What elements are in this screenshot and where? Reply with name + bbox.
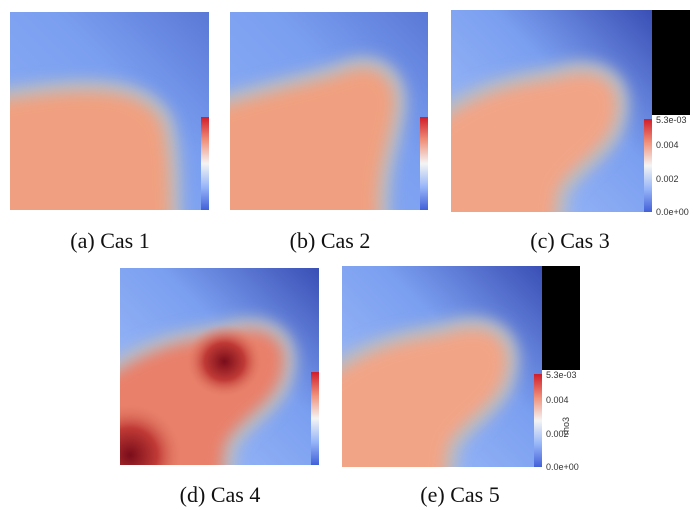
colorbar-label: 0.002: [546, 429, 569, 439]
caption: (c) Cas 3: [530, 228, 609, 253]
colorbar-label: 5.3e-03: [546, 370, 577, 380]
simulation-panel: [10, 12, 209, 211]
colorbar-label: 0.004: [546, 395, 569, 405]
colorbar-title: rho3: [561, 417, 571, 435]
colorbar: [311, 372, 319, 465]
caption: (d) Cas 4: [180, 482, 261, 507]
black-strip: [652, 10, 690, 115]
colorbar-label: 0.0e+00: [656, 207, 689, 217]
simulation-panel: 5.3e-03 0.004 0.002 0.0e+00: [451, 10, 690, 217]
high-region: [230, 68, 395, 211]
field: [342, 266, 542, 467]
colorbar-label: 0.0e+00: [546, 462, 579, 472]
field: [10, 12, 209, 211]
caption: (a) Cas 1: [70, 228, 149, 253]
caption: (b) Cas 2: [290, 228, 371, 253]
simulation-panel: 5.3e-03 0.004 0.002 0.0e+00 rho3: [342, 266, 580, 472]
colorbar-label: 0.002: [656, 174, 679, 184]
colorbar-label: 0.004: [656, 140, 679, 150]
high-region: [342, 329, 507, 467]
caption: (e) Cas 5: [420, 482, 499, 507]
high-region: [451, 73, 617, 212]
colorbar: [420, 117, 428, 210]
peak: [184, 324, 265, 400]
colorbar: [644, 119, 652, 212]
colorbar: [201, 117, 209, 210]
simulation-panel: [120, 268, 319, 466]
field: [120, 268, 319, 466]
colorbar: [534, 374, 542, 467]
simulation-panel: [230, 12, 428, 211]
field: [230, 12, 428, 211]
high-region: [10, 91, 170, 211]
field: [451, 10, 652, 212]
black-strip: [542, 266, 580, 370]
peak: [120, 400, 185, 466]
colorbar-label: 5.3e-03: [656, 115, 687, 125]
